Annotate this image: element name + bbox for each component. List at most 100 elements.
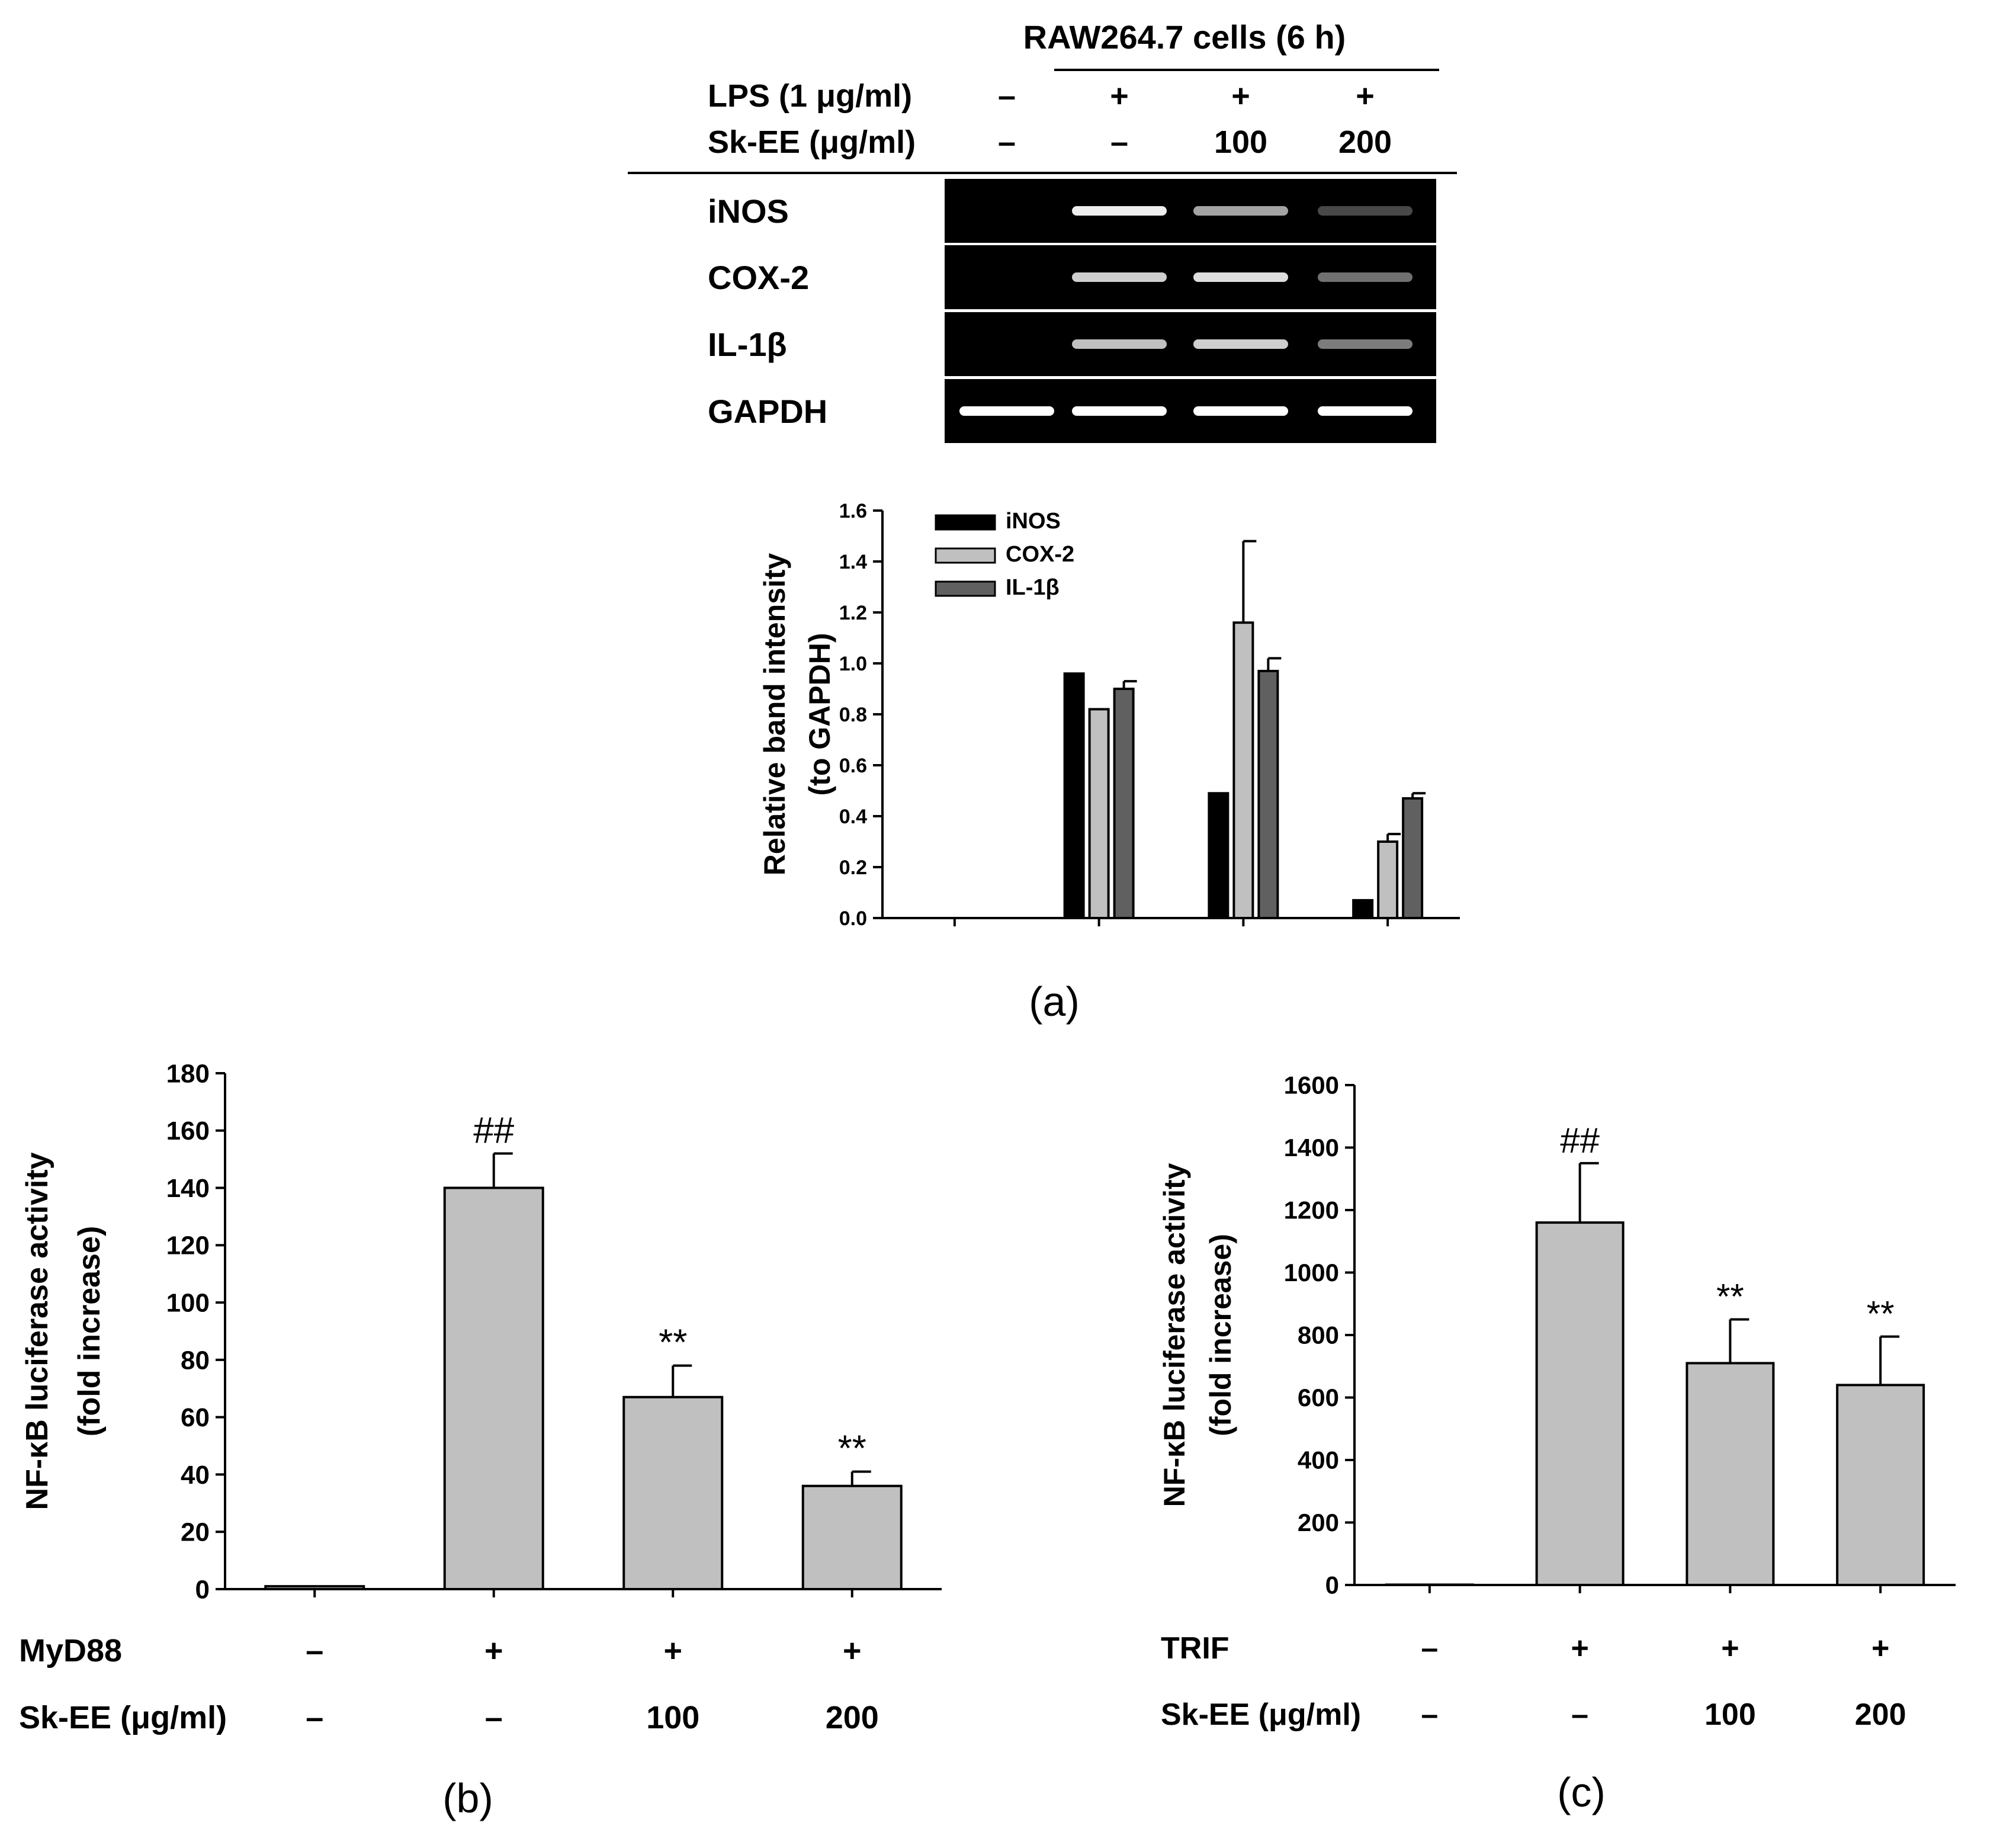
y-tick-label: 1.4: [839, 551, 867, 573]
condition-value: +: [1721, 1631, 1739, 1666]
condition-value: +: [1571, 1631, 1588, 1666]
y-tick-label: 800: [1298, 1321, 1339, 1349]
gel-band: [1318, 206, 1413, 216]
significance-mark: **: [1716, 1277, 1744, 1317]
condition-label-sk-ee-g-ml: Sk-EE (μg/ml): [19, 1700, 227, 1735]
bar-inos: [1063, 672, 1085, 919]
condition-value: –: [1421, 1631, 1438, 1666]
y-axis-label: (fold increase): [72, 1226, 107, 1436]
y-tick-label: 1200: [1284, 1196, 1339, 1224]
y-tick-label: 140: [166, 1174, 210, 1203]
legend-swatch-il-1: [935, 580, 996, 597]
condition-value: +: [843, 1633, 862, 1668]
y-tick-label: 180: [166, 1059, 210, 1088]
bar-values: [443, 1186, 544, 1590]
gel-row-value: 100: [1214, 124, 1267, 160]
condition-value: –: [1571, 1698, 1588, 1732]
y-tick-label: 0.4: [839, 806, 867, 828]
y-axis-label: (fold increase): [1204, 1234, 1237, 1436]
bar-cox-2: [1232, 621, 1254, 919]
significance-mark: ##: [1560, 1121, 1600, 1160]
y-tick-label: 20: [181, 1518, 210, 1547]
y-tick-label: 200: [1298, 1509, 1339, 1536]
condition-value: –: [1421, 1698, 1438, 1732]
y-tick-label: 0.8: [839, 704, 867, 726]
bar-values: [264, 1585, 365, 1591]
significance-mark: ##: [473, 1110, 514, 1151]
legend-label-inos: iNOS: [1006, 509, 1061, 534]
bar-values: [1385, 1583, 1474, 1586]
y-tick-label: 40: [181, 1461, 210, 1490]
gel-band: [1193, 206, 1288, 216]
y-tick-label: 0: [195, 1575, 210, 1604]
y-tick-label: 400: [1298, 1446, 1339, 1474]
bar-inos: [1208, 792, 1229, 920]
y-tick-label: 1400: [1284, 1134, 1339, 1161]
legend-swatch-inos: [935, 514, 996, 531]
condition-label-sk-ee-g-ml: Sk-EE (μg/ml): [1161, 1698, 1361, 1732]
bar-values: [1535, 1221, 1625, 1587]
y-tick-label: 0: [1325, 1571, 1339, 1599]
band-intensity-chart: 0.0 0.2 0.4 0.6 0.8 1.0 1.2 1.4 1.6 Relative band…: [758, 500, 1460, 930]
trif-luciferase-chart: 0 200 400 600 800 1000 1200 1400 1600 NF-κB lucif…: [1158, 1071, 1956, 1732]
y-tick-label: 60: [181, 1403, 210, 1432]
condition-value: 100: [1704, 1698, 1756, 1732]
y-axis-label: NF-κB luciferase activity: [20, 1152, 54, 1510]
y-tick-label: 1.0: [839, 653, 867, 675]
gel-row-label-sk-ee-g-ml: Sk-EE (μg/ml): [708, 124, 916, 160]
bar-values: [622, 1395, 724, 1590]
panel-label-c: (c): [1557, 1769, 1606, 1815]
gel-row-value: 200: [1338, 124, 1392, 160]
y-tick-label: 1.6: [839, 500, 867, 522]
gel-band-label-inos: iNOS: [708, 192, 789, 230]
bar-il-1: [1113, 688, 1135, 919]
y-axis-label: (to GAPDH): [803, 633, 836, 796]
condition-value: –: [306, 1633, 323, 1668]
gel-band-label-cox-2: COX-2: [708, 259, 809, 296]
gel-row-label-lps-1-g-ml: LPS (1 μg/ml): [708, 78, 912, 114]
condition-value: –: [485, 1700, 503, 1735]
legend-label-cox-2: COX-2: [1006, 542, 1074, 567]
bar-values: [1836, 1384, 1925, 1587]
significance-mark: **: [1867, 1294, 1895, 1334]
panel-a-svg: RAW264.7 cells (6 h) LPS (1 μg/ml) – + + + Sk-…: [628, 18, 1460, 1025]
bar-cox-2: [1377, 840, 1399, 919]
y-tick-label: 1000: [1284, 1259, 1339, 1286]
y-tick-label: 1.2: [839, 602, 867, 624]
legend-label-il-1: IL-1β: [1006, 575, 1060, 600]
panel-label-a: (a): [1029, 978, 1080, 1025]
bar-il-1: [1402, 797, 1424, 920]
condition-value: –: [306, 1700, 323, 1735]
panel-label-b: (b): [442, 1775, 493, 1821]
gel-band: [1072, 406, 1167, 416]
condition-value: 100: [646, 1700, 699, 1735]
gel-row-value: +: [1356, 78, 1375, 114]
gel-row-value: –: [998, 124, 1016, 160]
gel-band: [1072, 206, 1167, 216]
condition-value: +: [484, 1633, 503, 1668]
gel-band: [1318, 272, 1413, 282]
gel-band: [1072, 272, 1167, 282]
panel-b: 0 20 40 60 80 100 120 140 160 180 NF-κB luciferase…: [0, 1019, 1019, 1842]
gel-band: [1193, 406, 1288, 416]
condition-label-trif: TRIF: [1161, 1631, 1229, 1666]
significance-mark: **: [659, 1323, 687, 1363]
gel-band: [1193, 272, 1288, 282]
gel-band: [1072, 339, 1167, 349]
y-tick-label: 160: [166, 1116, 210, 1145]
panel-c: 0 200 400 600 800 1000 1200 1400 1600 NF-κB lucif…: [1019, 1019, 2016, 1842]
western-blot-gel: RAW264.7 cells (6 h) LPS (1 μg/ml) – + + + Sk-…: [628, 18, 1457, 443]
y-tick-label: 0.6: [839, 755, 867, 777]
y-tick-label: 0.2: [839, 856, 867, 879]
panel-a: RAW264.7 cells (6 h) LPS (1 μg/ml) – + + + Sk-…: [628, 18, 1460, 1025]
gel-row-value: –: [1110, 124, 1128, 160]
bar-il-1: [1257, 669, 1279, 920]
bar-cox-2: [1088, 708, 1110, 920]
y-tick-label: 600: [1298, 1384, 1339, 1411]
gel-band: [1193, 339, 1288, 349]
gel-header: RAW264.7 cells (6 h): [1023, 18, 1346, 56]
panel-c-svg: 0 200 400 600 800 1000 1200 1400 1600 NF-κB lucif…: [1158, 1071, 1956, 1815]
bar-inos: [1352, 899, 1374, 920]
y-axis-label: Relative band intensity: [758, 553, 791, 876]
y-axis-label: NF-κB luciferase activity: [1158, 1163, 1191, 1507]
